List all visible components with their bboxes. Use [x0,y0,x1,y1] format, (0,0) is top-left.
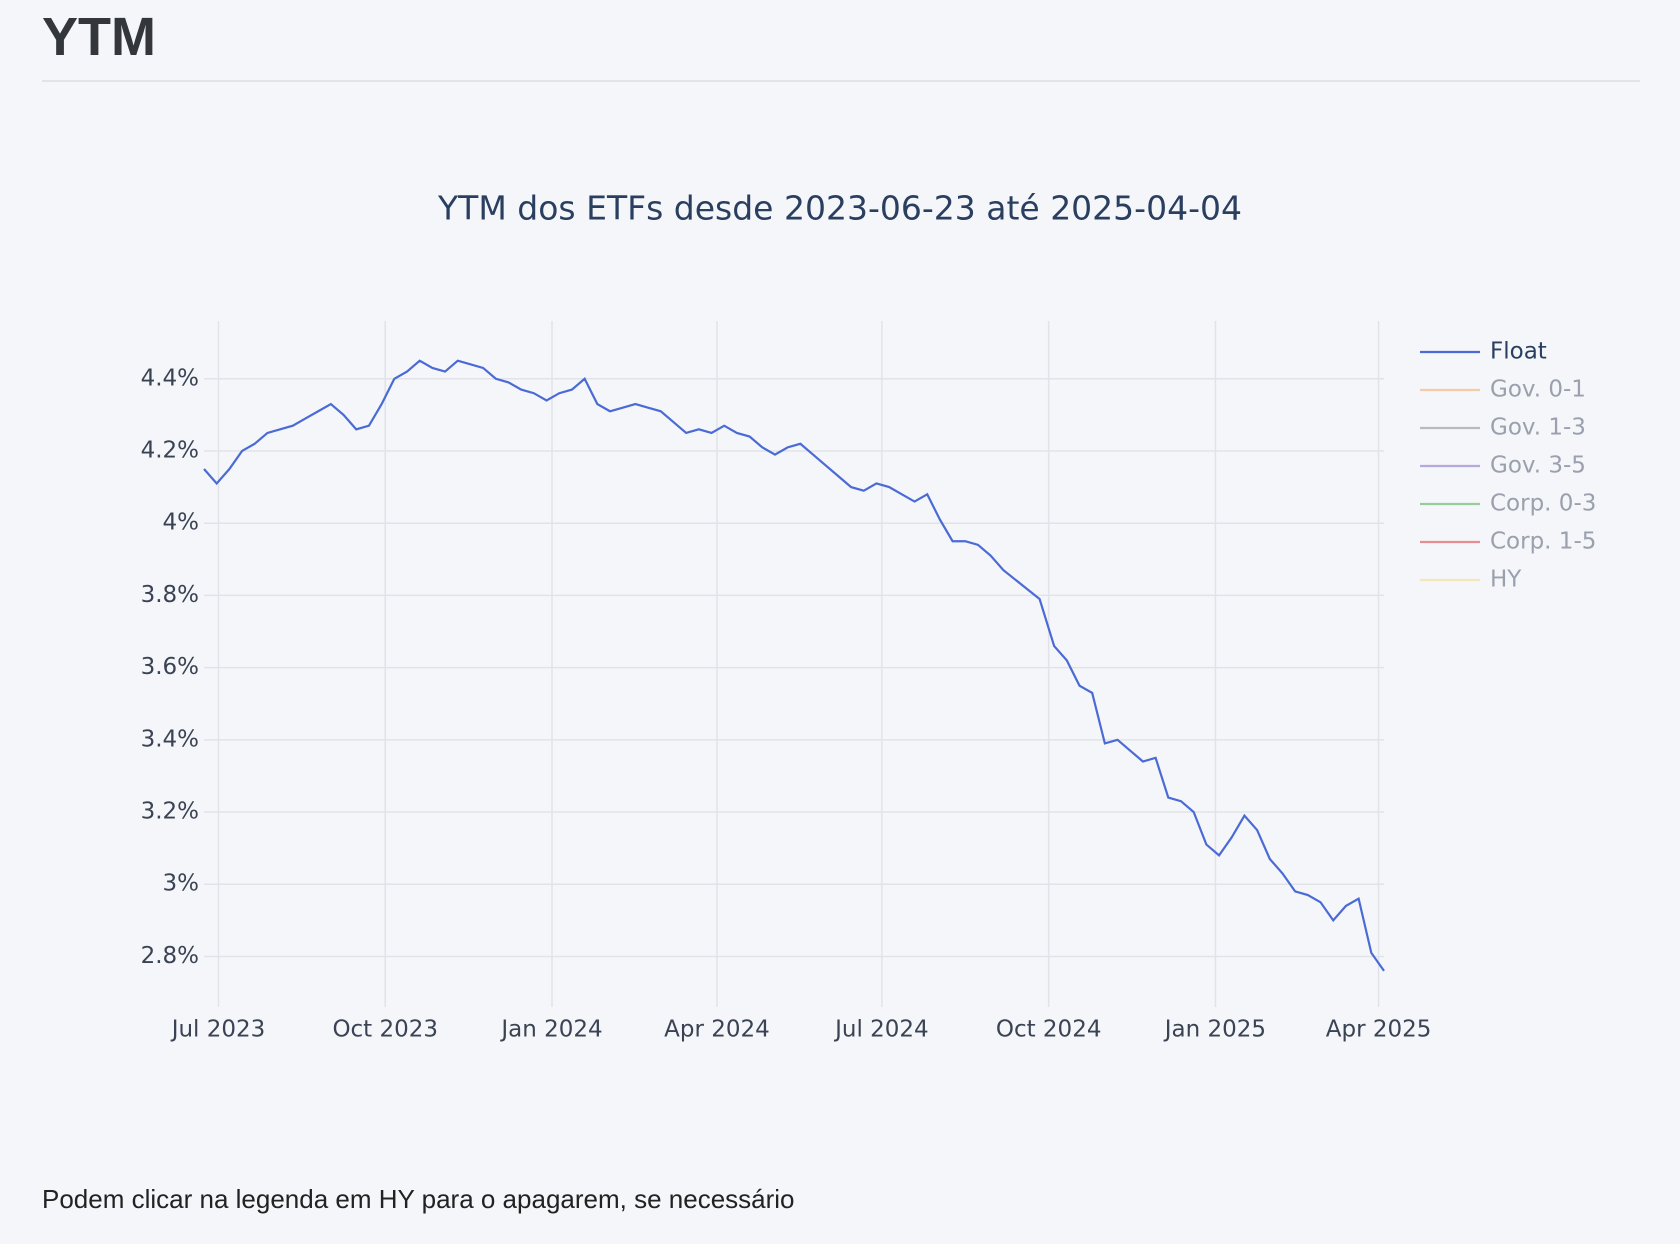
data-line [203,359,1385,972]
legend-label[interactable]: Gov. 3-5 [1490,453,1586,479]
x-tick-label: Oct 2023 [332,1017,438,1043]
legend-label[interactable]: Gov. 1-3 [1490,415,1586,441]
y-tick-label: 2.8% [141,943,199,969]
x-tick-label: Oct 2024 [996,1017,1102,1043]
x-tick-label: Jan 2024 [499,1017,602,1043]
y-tick-label: 3.8% [141,582,199,608]
x-tick-label: Apr 2024 [664,1017,770,1043]
legend-label[interactable]: HY [1490,567,1522,593]
divider [42,80,1640,82]
x-tick-label: Jul 2024 [833,1017,929,1043]
legend-label[interactable]: Gov. 0-1 [1490,377,1586,403]
legend-label[interactable]: Corp. 0-3 [1490,491,1596,517]
x-tick-label: Jul 2023 [170,1017,266,1043]
legend-label[interactable]: Float [1490,339,1547,365]
x-tick-label: Apr 2025 [1326,1017,1432,1043]
y-tick-label: 3.6% [141,654,199,680]
legend-label[interactable]: Corp. 1-5 [1490,529,1596,555]
y-tick-label: 3.2% [141,799,199,825]
chart: YTM dos ETFs desde 2023-06-23 até 2025-0… [141,189,1597,1043]
chart-title: YTM dos ETFs desde 2023-06-23 até 2025-0… [437,189,1242,228]
x-tick-label: Jan 2025 [1163,1017,1266,1043]
y-tick-label: 4.4% [141,365,199,391]
page-title: YTM [42,7,156,67]
y-tick-label: 3.4% [141,726,199,752]
y-tick-label: 3% [163,871,200,897]
y-tick-label: 4.2% [141,437,199,463]
y-tick-label: 4% [163,510,200,536]
footer-note: Podem clicar na legenda em HY para o apa… [42,1184,795,1214]
